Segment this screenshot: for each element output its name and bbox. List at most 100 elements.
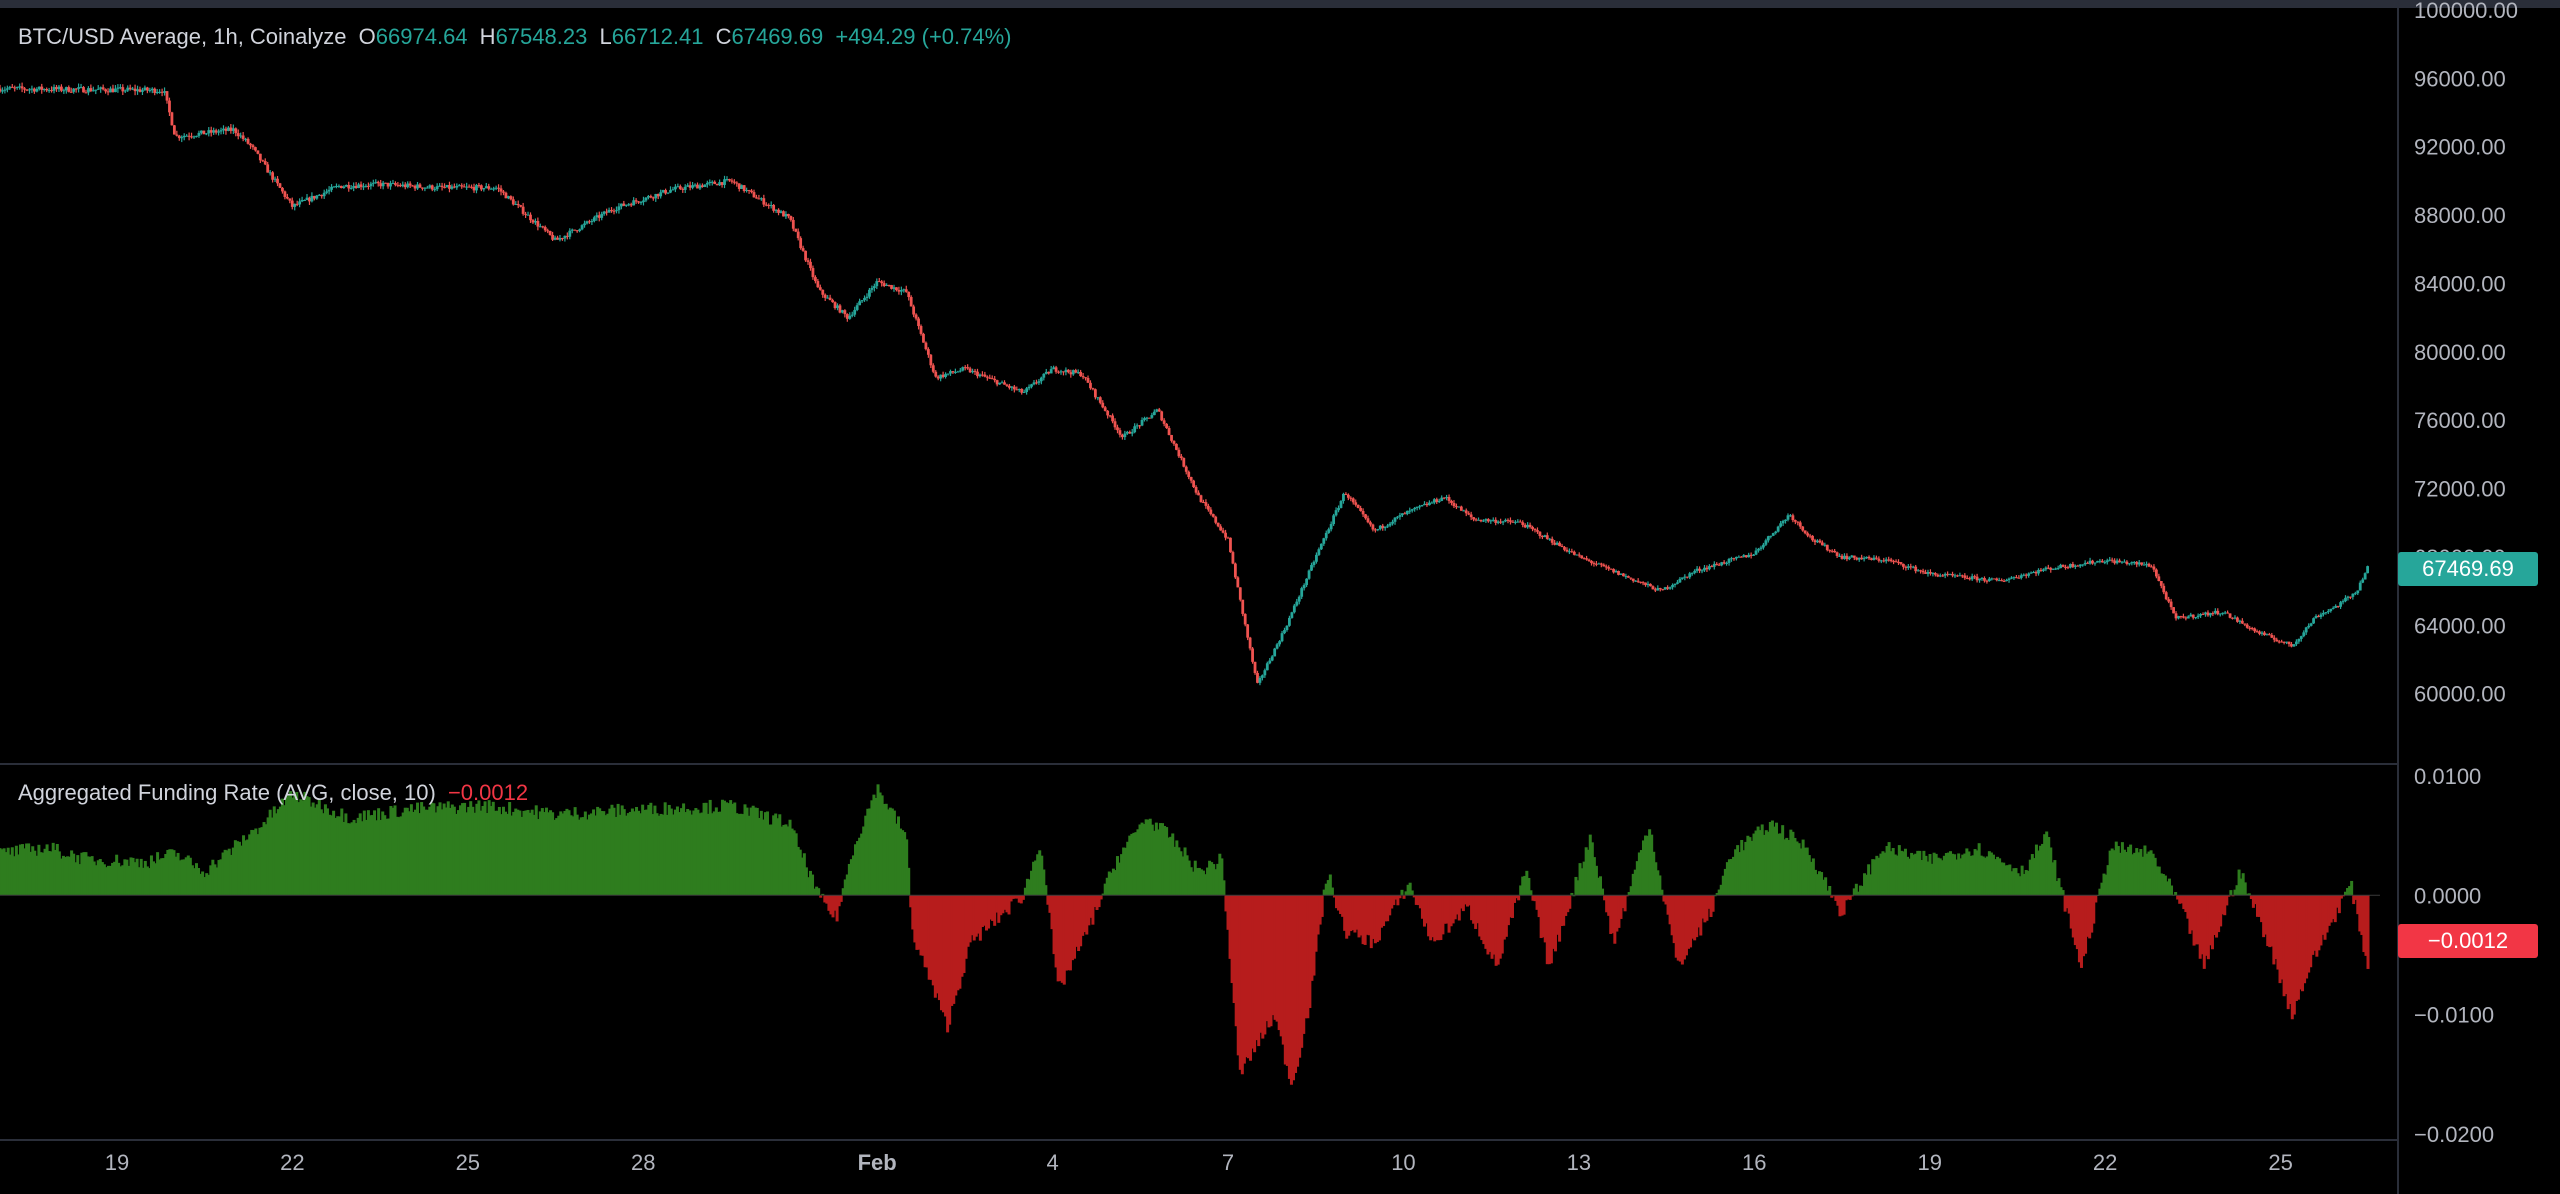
candle-body xyxy=(317,194,321,196)
funding-bar xyxy=(2047,837,2051,896)
funding-bar xyxy=(1951,853,1955,896)
funding-bar xyxy=(1975,850,1979,896)
funding-bar xyxy=(1191,871,1195,896)
funding-bar xyxy=(2147,851,2151,896)
candle-body xyxy=(1037,381,1041,383)
funding-bar xyxy=(233,840,237,896)
funding-bar xyxy=(201,871,205,896)
funding-bar xyxy=(1652,851,1656,896)
funding-bar xyxy=(139,858,143,896)
funding-bar xyxy=(1058,895,1062,981)
candle-body xyxy=(563,235,567,239)
candle-body xyxy=(963,367,967,369)
candle-body xyxy=(2326,611,2330,613)
funding-bar xyxy=(960,895,964,977)
candle-body xyxy=(1793,520,1797,522)
candle-body xyxy=(516,204,520,206)
funding-bar xyxy=(1934,853,1938,896)
candle-body xyxy=(1617,570,1620,575)
funding-bar xyxy=(307,797,311,896)
funding-bar xyxy=(991,895,995,921)
candle-body xyxy=(1305,578,1309,586)
candle-body xyxy=(1813,540,1817,543)
funding-bar xyxy=(800,857,804,896)
candle-body xyxy=(1897,561,1900,563)
candle-body xyxy=(2223,612,2227,614)
funding-bar xyxy=(1132,832,1136,896)
candle-body xyxy=(558,238,562,240)
funding-bar xyxy=(868,808,872,896)
candle-body xyxy=(624,204,628,206)
funding-bar xyxy=(2129,844,2133,896)
funding-bar xyxy=(499,814,503,896)
candle-body xyxy=(1371,524,1375,530)
funding-bar xyxy=(2098,888,2102,896)
funding-bar xyxy=(332,810,336,896)
funding-bar xyxy=(1398,895,1402,899)
candle-body xyxy=(394,183,397,185)
candle-body xyxy=(1378,525,1382,530)
candle-body xyxy=(1317,549,1321,555)
candle-body xyxy=(1644,582,1647,586)
funding-bar xyxy=(888,807,892,896)
funding-bar xyxy=(1797,843,1801,896)
funding-bar xyxy=(686,809,690,896)
candle-body xyxy=(1931,573,1935,575)
funding-bar xyxy=(2339,895,2343,899)
funding-bar xyxy=(301,800,305,896)
funding-bar xyxy=(1627,892,1631,896)
funding-bar xyxy=(14,845,18,896)
candle-body xyxy=(1531,527,1534,530)
funding-bar xyxy=(184,857,188,896)
candle-body xyxy=(1958,575,1962,577)
funding-bar xyxy=(866,808,870,896)
candle-body xyxy=(381,182,385,187)
funding-bar xyxy=(1881,851,1885,896)
funding-bar xyxy=(1038,850,1042,896)
funding-bar xyxy=(2088,895,2092,939)
funding-bar xyxy=(1169,836,1173,896)
funding-bar xyxy=(817,888,821,896)
candle-body xyxy=(1116,427,1119,431)
candle-body xyxy=(1916,570,1920,572)
funding-bar xyxy=(1081,895,1085,936)
candle-body xyxy=(214,130,218,133)
candle-body xyxy=(344,184,348,187)
candle-body xyxy=(1175,443,1178,450)
funding-bar xyxy=(2161,874,2165,896)
funding-bar xyxy=(68,856,72,896)
funding-bar xyxy=(1171,833,1175,896)
funding-bar xyxy=(1083,895,1087,933)
funding-bar xyxy=(1695,895,1699,938)
candle-body xyxy=(2081,564,2085,566)
funding-bar xyxy=(270,817,274,896)
candle-body xyxy=(2258,631,2261,634)
funding-bar xyxy=(1760,824,1764,896)
candle-body xyxy=(1165,423,1169,429)
funding-bar xyxy=(399,816,403,896)
candle-body xyxy=(676,186,680,188)
funding-bar xyxy=(420,802,424,896)
candle-body xyxy=(1533,529,1537,531)
candle-body xyxy=(1511,521,1515,523)
candle-body xyxy=(902,289,906,291)
funding-bar xyxy=(297,802,301,896)
candle-body xyxy=(1408,510,1412,512)
candle-body xyxy=(2150,566,2153,568)
candle-body xyxy=(1899,562,1903,564)
candle-body xyxy=(1236,577,1240,588)
candle-body xyxy=(163,91,166,93)
funding-bar xyxy=(1175,840,1179,896)
funding-bar xyxy=(1435,895,1439,941)
funding-bar xyxy=(1308,895,1312,1008)
funding-bar xyxy=(1924,855,1928,896)
funding-bar xyxy=(1154,822,1158,896)
funding-bar xyxy=(6,847,10,896)
candle-body xyxy=(5,88,9,90)
funding-bar xyxy=(1390,895,1394,909)
funding-bar xyxy=(123,859,127,896)
candle-body xyxy=(322,192,326,197)
funding-bar xyxy=(1025,878,1029,896)
funding-bar xyxy=(542,812,546,896)
